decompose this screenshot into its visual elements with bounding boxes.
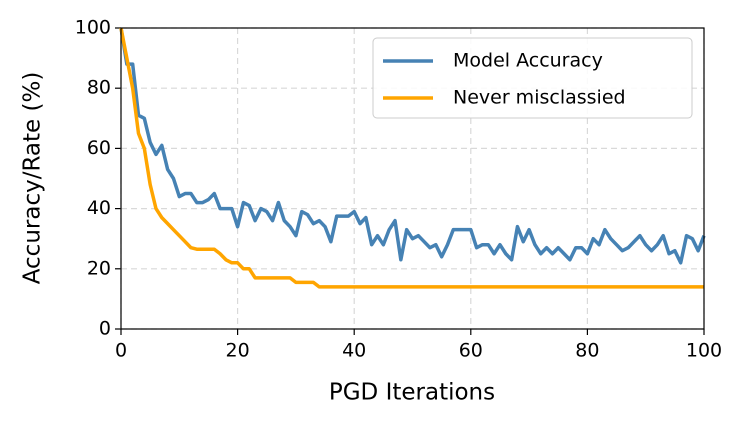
x-axis-label: PGD Iterations: [329, 380, 495, 406]
x-tick-label: 40: [342, 340, 366, 362]
x-tick-label: 100: [686, 340, 722, 362]
data-line: [119, 27, 706, 265]
data-line: [119, 27, 704, 289]
y-tick-label: 100: [75, 17, 111, 39]
axes-frame: [120, 27, 705, 330]
y-tick-label: 40: [87, 197, 111, 219]
legend-label: Never misclassied: [453, 87, 626, 109]
legend-box: [372, 37, 693, 119]
y-axis-label: Accuracy/Rate (%): [20, 72, 46, 285]
x-tick-label: 20: [226, 340, 250, 362]
y-tick-label: 0: [99, 318, 111, 340]
x-tick-label: 60: [459, 340, 483, 362]
y-tick-label: 60: [87, 137, 111, 159]
x-tick-label: 0: [115, 340, 127, 362]
legend-label: Model Accuracy: [453, 50, 603, 72]
y-tick-label: 20: [87, 257, 111, 279]
x-tick-label: 80: [575, 340, 599, 362]
y-tick-label: 80: [87, 77, 111, 99]
